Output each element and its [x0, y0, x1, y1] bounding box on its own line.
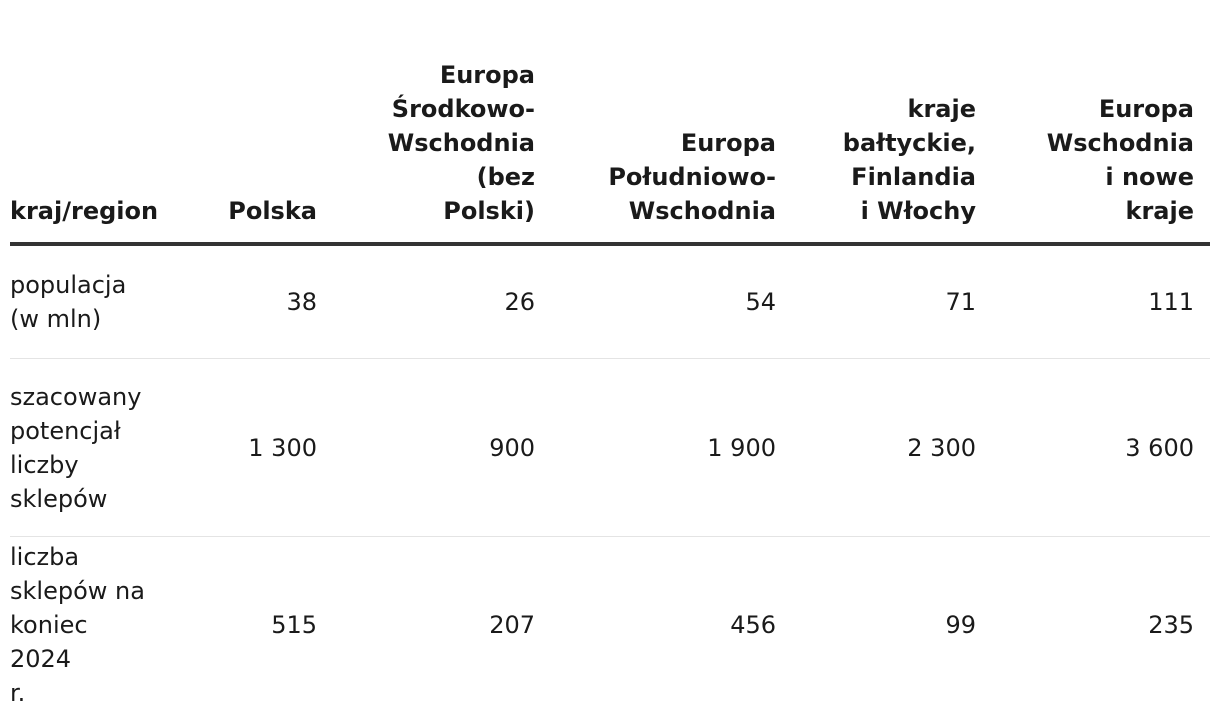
header-row: kraj/region Polska Europa Środkowo- Wschodni…: [10, 0, 1210, 246]
table-row: liczba sklepów na koniec 2024 r. 515 207 456 99…: [10, 537, 1210, 714]
cell-value: 207: [489, 611, 535, 639]
text-line: Polski): [443, 197, 535, 225]
table-body: populacja (w mln) 38 26 54 71 111 szacowany pote…: [10, 244, 1210, 713]
row-label: populacja (w mln): [10, 244, 170, 359]
table-row: populacja (w mln) 38 26 54 71 111: [10, 244, 1210, 359]
cell-value: 99: [945, 611, 976, 639]
text-line: (w mln): [10, 305, 102, 333]
text-line: Środkowo-: [391, 95, 535, 123]
cell-value: 515: [271, 611, 317, 639]
text-line: Wschodnia: [1046, 129, 1194, 157]
text-line: i nowe: [1105, 163, 1194, 191]
text-line: Europa: [1098, 95, 1194, 123]
column-header: kraje bałtyckie, Finlandia i Włochy: [792, 0, 992, 246]
text-line: r.: [10, 679, 26, 707]
cell-value: 900: [333, 358, 551, 537]
text-line: Wschodnia: [628, 197, 776, 225]
cell-value: 38: [170, 244, 333, 359]
cell-value: 3 600: [992, 358, 1210, 537]
text-line: i Włochy: [860, 197, 976, 225]
text-line: kraje: [907, 95, 977, 123]
cell-value: 456: [730, 611, 776, 639]
cell-value: 26: [333, 244, 551, 359]
data-table: kraj/region Polska Europa Środkowo- Wschodni…: [10, 0, 1210, 713]
text-line: Europa: [439, 61, 535, 89]
text-line: Południowo-: [608, 163, 776, 191]
text-line: populacja: [10, 271, 127, 299]
table-header: kraj/region Polska Europa Środkowo- Wschodni…: [10, 0, 1210, 246]
text-line: bałtyckie,: [842, 129, 976, 157]
table-row: szacowany potencjał liczby sklepów 1 300 900 1…: [10, 358, 1210, 537]
text-line: szacowany: [10, 382, 142, 411]
text-line: Finlandia: [851, 163, 976, 191]
column-header: Europa Południowo- Wschodnia: [551, 0, 792, 246]
column-header: Polska: [170, 0, 333, 246]
row-label: liczba sklepów na koniec 2024 r.: [10, 537, 170, 714]
cell-value: 2 300: [792, 358, 992, 537]
text-line: Polska: [228, 197, 317, 225]
row-label: szacowany potencjał liczby sklepów: [10, 358, 170, 537]
column-header: Europa Wschodnia i nowe kraje: [992, 0, 1210, 246]
column-header: Europa Środkowo- Wschodnia (bez Polski): [333, 0, 551, 246]
text-line: sklepów na: [10, 577, 145, 605]
cell-value: 111: [992, 244, 1210, 359]
text-line: Europa: [680, 129, 776, 157]
cell-value: 235: [1148, 611, 1194, 639]
text-line: (bez: [476, 163, 535, 191]
text-line: kraje: [1125, 197, 1195, 225]
text-line: koniec 2024: [10, 611, 88, 673]
column-header: kraj/region: [10, 0, 170, 246]
text-line: kraj/region: [10, 197, 159, 225]
cell-value: 54: [551, 244, 792, 359]
text-line: liczba: [10, 543, 80, 571]
text-line: liczby: [10, 450, 79, 479]
text-line: Wschodnia: [387, 129, 535, 157]
cell-value: 1 900: [551, 358, 792, 537]
cell-value: 71: [792, 244, 992, 359]
text-line: potencjał: [10, 416, 121, 445]
text-line: sklepów: [10, 484, 108, 513]
cell-value: 1 300: [170, 358, 333, 537]
